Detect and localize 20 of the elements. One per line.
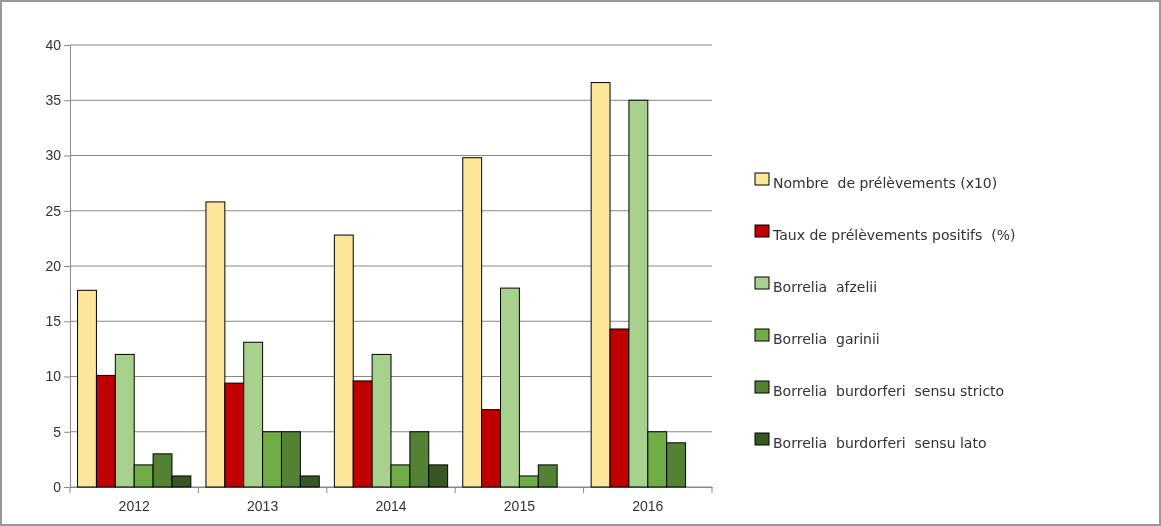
y-tick-label: 35: [45, 92, 62, 109]
y-tick-label: 25: [45, 202, 62, 219]
legend-label: Borrelia garinii: [773, 331, 880, 347]
legend-label: Taux de prélèvements positifs (%): [772, 227, 1016, 243]
legend-label: Borrelia afzelii: [773, 279, 878, 295]
y-tick-label: 5: [53, 423, 62, 440]
y-tick-label: 15: [45, 313, 62, 330]
y-tick-label: 0: [53, 478, 62, 495]
legend-label: Nombre de prélèvements (x10): [773, 175, 998, 191]
legend-label: Borrelia burdorferi sensu lato: [773, 435, 987, 451]
x-tick-label: 2012: [118, 497, 150, 514]
y-tick-label: 20: [45, 257, 62, 274]
legend-label: Borrelia burdorferi sensu stricto: [773, 383, 1005, 399]
x-tick-label: 2014: [375, 497, 407, 514]
y-tick-label: 40: [45, 36, 62, 53]
y-tick-label: 30: [45, 147, 62, 164]
x-tick-label: 2016: [632, 497, 664, 514]
y-tick-label: 10: [45, 368, 62, 385]
x-tick-label: 2015: [503, 497, 536, 514]
x-tick-label: 2013: [247, 497, 279, 514]
